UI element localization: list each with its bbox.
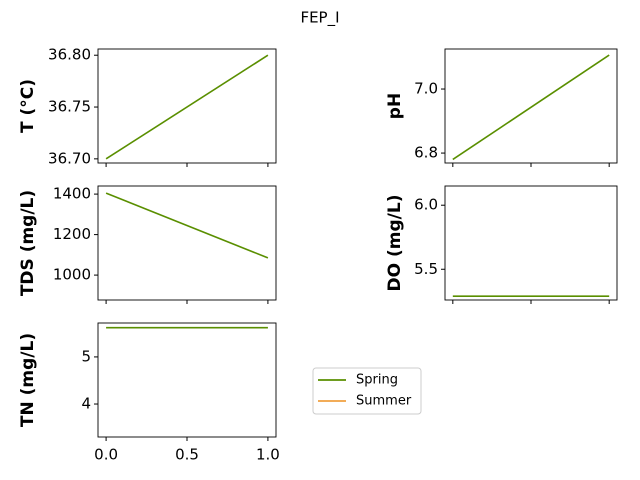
y-tick-label: 5 [81, 347, 91, 365]
y-tick-label: 36.80 [48, 46, 91, 64]
x-tick-label: 0.0 [94, 446, 118, 464]
y-tick-label: 1400 [53, 185, 91, 203]
series-line [105, 54, 269, 160]
axes-frame [444, 185, 618, 301]
axes-frame [444, 48, 618, 164]
y-tick-label: 6.8 [414, 144, 438, 162]
legend-label: Spring [356, 373, 398, 388]
series-line [105, 192, 269, 259]
y-tick-label: 7.0 [414, 80, 438, 98]
axes-frame [97, 48, 277, 164]
y-axis-label: DO (mg/L) [385, 195, 405, 292]
y-axis-label: pH [385, 93, 405, 119]
y-tick-label: 6.0 [414, 196, 438, 214]
y-axis-label: TDS (mg/L) [18, 190, 38, 296]
y-tick-label: 1000 [53, 266, 91, 284]
y-axis-label: TN (mg/L) [18, 333, 38, 427]
legend-label: Summer [356, 394, 412, 409]
axes-frame [97, 185, 277, 301]
y-axis-label: T (°C) [18, 79, 38, 133]
y-tick-label: 4 [81, 395, 91, 413]
axes-frame [97, 322, 277, 438]
x-tick-label: 1.0 [256, 446, 280, 464]
figure-title: FEP_I [300, 9, 339, 28]
y-tick-label: 5.5 [414, 260, 438, 278]
y-tick-label: 36.75 [48, 98, 91, 116]
x-tick-label: 0.5 [175, 446, 199, 464]
y-tick-label: 36.70 [48, 149, 91, 167]
series-line [452, 54, 610, 161]
y-tick-label: 1200 [53, 225, 91, 243]
